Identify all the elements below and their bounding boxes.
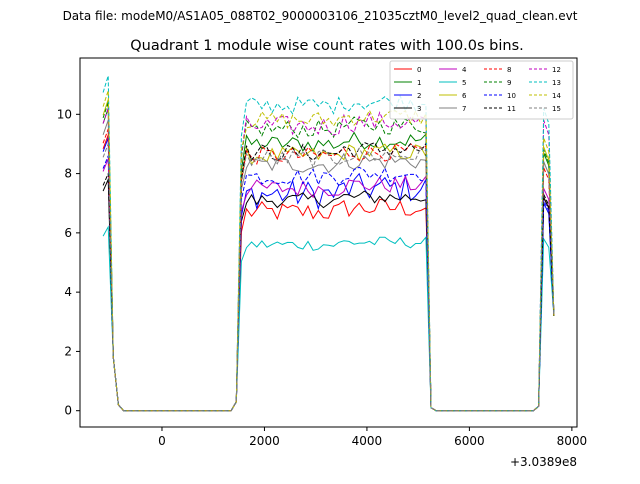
legend-label-5: 5 [462,79,466,87]
legend-label-6: 6 [462,92,467,100]
figure-suptitle: Data file: modeM0/AS1A05_088T02_90000031… [63,9,578,23]
x-tick-label: 2000 [249,434,280,448]
y-tick-label: 2 [64,344,72,358]
x-tick-label: 4000 [352,434,383,448]
chart-title: Quadrant 1 module wise count rates with … [130,38,524,54]
legend-label-9: 9 [507,79,511,87]
legend-label-8: 8 [507,66,511,74]
series-line-8 [102,128,555,412]
x-axis: 0 2000 4000 6000 8000 [158,427,587,448]
y-axis: 0 2 4 6 8 10 [57,107,80,418]
legend-label-12: 12 [552,66,561,74]
legend-label-11: 11 [507,105,516,113]
y-tick-label: 0 [64,404,72,418]
plot-frame [79,57,578,428]
legend-label-3: 3 [417,105,421,113]
legend-label-0: 0 [417,66,421,74]
x-tick-label: 8000 [557,434,588,448]
legend-label-4: 4 [462,66,467,74]
y-tick-label: 10 [57,107,72,121]
legend-label-14: 14 [552,92,561,100]
x-offset-label: +3.0389e8 [510,455,577,469]
legend-label-10: 10 [507,92,516,100]
series-layer [102,75,555,412]
legend-label-1: 1 [417,79,421,87]
legend-label-2: 2 [417,92,421,100]
legend-label-13: 13 [552,79,561,87]
series-line-15 [102,143,555,412]
legend-box [389,60,574,120]
x-tick-label: 6000 [454,434,485,448]
legend-label-7: 7 [462,105,466,113]
legend-label-15: 15 [552,105,561,113]
y-tick-label: 4 [64,285,72,299]
y-tick-label: 8 [64,167,72,181]
y-tick-label: 6 [64,226,72,240]
x-tick-label: 0 [158,434,166,448]
